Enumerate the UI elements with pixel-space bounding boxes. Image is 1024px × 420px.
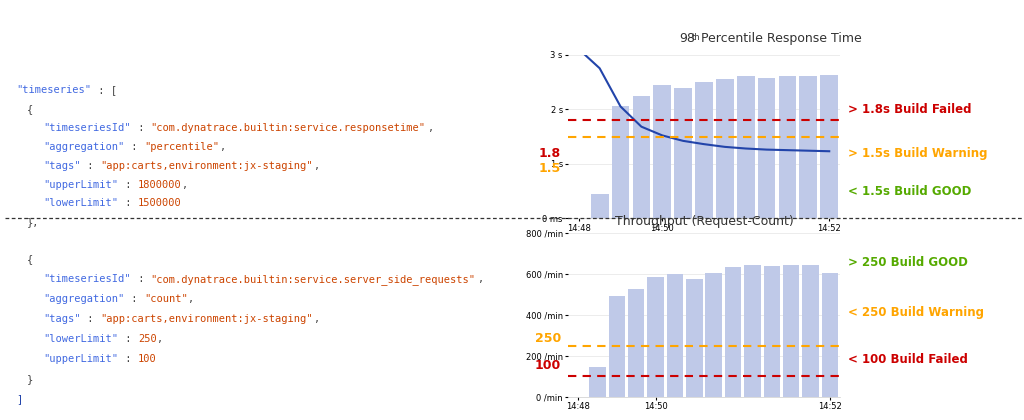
Text: ,: , — [157, 334, 163, 344]
Bar — [744, 265, 761, 397]
Text: "com.dynatrace.builtin:service.server_side_requests": "com.dynatrace.builtin:service.server_si… — [151, 274, 475, 285]
Text: "upperLimit": "upperLimit" — [43, 354, 119, 364]
Text: :: : — [81, 314, 100, 324]
Text: Timeseries Evaluation: Timeseries Evaluation — [625, 20, 790, 33]
Text: < 250 Build Warning: < 250 Build Warning — [848, 307, 984, 319]
Text: < 100 Build Failed: < 100 Build Failed — [848, 353, 968, 365]
Bar — [633, 95, 650, 218]
Bar — [706, 273, 722, 397]
Bar — [758, 78, 775, 218]
Text: ,: , — [314, 160, 321, 171]
Text: : [: : [ — [92, 85, 117, 95]
Text: :: : — [125, 294, 144, 304]
Bar — [800, 76, 817, 218]
Bar — [628, 289, 644, 397]
Text: {: { — [27, 254, 34, 264]
Text: "app:carts,environment:jx-staging": "app:carts,environment:jx-staging" — [100, 160, 312, 171]
Text: "timeseriesId": "timeseriesId" — [43, 123, 131, 133]
Text: :: : — [81, 160, 100, 171]
Bar — [803, 265, 819, 397]
Text: :: : — [119, 334, 138, 344]
Text: :: : — [119, 354, 138, 364]
Text: ,: , — [478, 274, 484, 284]
Text: ,: , — [314, 314, 321, 324]
Bar — [686, 279, 702, 397]
Text: "tags": "tags" — [43, 314, 81, 324]
Text: Percentile Response Time: Percentile Response Time — [697, 32, 862, 45]
Text: 100: 100 — [535, 359, 561, 372]
Text: "percentile": "percentile" — [144, 142, 219, 152]
Text: },: }, — [27, 218, 40, 227]
Text: ,: , — [428, 123, 434, 133]
Text: }: } — [27, 374, 34, 384]
Text: ,: , — [220, 142, 226, 152]
Text: "com.dynatrace.builtin:service.responsetime": "com.dynatrace.builtin:service.responset… — [151, 123, 426, 133]
Text: > 250 Build GOOD: > 250 Build GOOD — [848, 256, 968, 269]
Text: 1500000: 1500000 — [138, 199, 181, 208]
Text: 1.5: 1.5 — [539, 163, 561, 175]
Text: "aggregation": "aggregation" — [43, 294, 125, 304]
Text: "aggregation": "aggregation" — [43, 142, 125, 152]
Bar — [647, 277, 664, 397]
Text: "count": "count" — [144, 294, 188, 304]
Text: ]: ] — [16, 394, 23, 404]
Bar — [589, 367, 605, 397]
Text: "timeseries": "timeseries" — [16, 85, 91, 95]
Text: {: { — [27, 104, 34, 114]
Text: < 1.5s Build GOOD: < 1.5s Build GOOD — [848, 185, 971, 197]
Text: :: : — [132, 274, 151, 284]
Text: 1.8: 1.8 — [539, 147, 561, 160]
Text: 98: 98 — [679, 32, 695, 45]
Text: Performance Signature Definition: Performance Signature Definition — [153, 20, 406, 33]
Text: Throughput (Request-Count): Throughput (Request-Count) — [615, 215, 794, 228]
Text: :: : — [119, 199, 138, 208]
Bar — [725, 267, 741, 397]
Text: "app:carts,environment:jx-staging": "app:carts,environment:jx-staging" — [100, 314, 312, 324]
Bar — [608, 296, 625, 397]
Text: "timeseriesId": "timeseriesId" — [43, 274, 131, 284]
Text: th: th — [692, 33, 700, 42]
Text: :: : — [125, 142, 144, 152]
Bar — [716, 79, 734, 218]
Text: 250: 250 — [138, 334, 157, 344]
Text: ,: , — [182, 179, 188, 189]
Bar — [783, 265, 800, 397]
Bar — [820, 75, 838, 218]
Bar — [653, 84, 671, 218]
Bar — [611, 106, 630, 218]
Text: "lowerLimit": "lowerLimit" — [43, 334, 119, 344]
Bar — [737, 76, 755, 218]
Text: > 1.5s Build Warning: > 1.5s Build Warning — [848, 147, 987, 160]
Text: > 1.8s Build Failed: > 1.8s Build Failed — [848, 103, 972, 116]
Bar — [778, 76, 797, 218]
Text: "upperLimit": "upperLimit" — [43, 179, 119, 189]
Text: "tags": "tags" — [43, 160, 81, 171]
Text: Build Result: Build Result — [894, 20, 985, 33]
Bar — [821, 273, 839, 397]
Bar — [764, 266, 780, 397]
Text: 1800000: 1800000 — [138, 179, 181, 189]
Text: :: : — [119, 179, 138, 189]
Text: ,: , — [188, 294, 195, 304]
Bar — [667, 274, 683, 397]
Bar — [674, 89, 692, 218]
Text: 250: 250 — [535, 332, 561, 344]
Text: 100: 100 — [138, 354, 157, 364]
Text: "lowerLimit": "lowerLimit" — [43, 199, 119, 208]
Text: :: : — [132, 123, 151, 133]
Bar — [591, 194, 608, 218]
Bar — [695, 82, 713, 218]
